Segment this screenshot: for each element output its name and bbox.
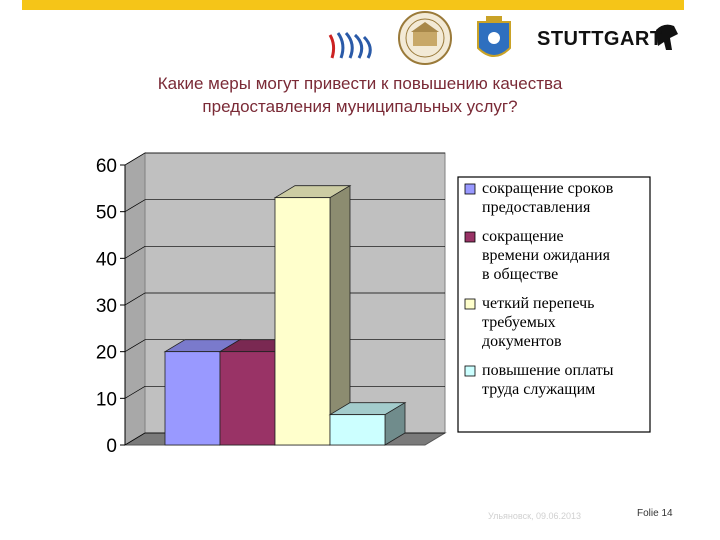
y-tick-label: 20	[96, 343, 117, 364]
legend-label: документов	[482, 333, 562, 350]
legend-swatch	[464, 365, 476, 377]
legend-label: в обществе	[482, 266, 558, 283]
legend-label: времени ожидания	[482, 247, 611, 264]
legend-label: сокращение	[482, 228, 564, 245]
y-tick-label: 30	[96, 296, 117, 317]
legend-swatch	[464, 298, 476, 310]
legend-label: требуемых	[482, 314, 556, 331]
y-tick-label: 50	[96, 203, 117, 224]
bar-front-face	[164, 351, 221, 446]
coat-of-arms-icon	[477, 16, 511, 57]
logo-strip: STUTTGART	[0, 0, 720, 70]
gridline	[124, 152, 445, 166]
legend-box	[457, 176, 651, 433]
academy-seal-icon	[398, 11, 452, 65]
wave-logo-icon	[328, 31, 372, 59]
legend-label: сокращение сроков	[482, 180, 614, 197]
legend-item: четкий перепечь требуемых документов	[464, 295, 594, 350]
legend: сокращение сроковпредоставлениясокращени…	[457, 176, 651, 433]
bar	[328, 401, 407, 446]
stuttgart-logo-text: STUTTGART	[537, 28, 663, 50]
top-accent-bar	[22, 0, 684, 10]
y-tick-label: 40	[96, 249, 117, 270]
legend-item: сокращение времени ожидания в обществе	[464, 228, 611, 283]
slide-title: Какие меры могут привести к повышению ка…	[60, 72, 660, 118]
legend-label: предоставления	[482, 199, 591, 216]
footer-date: Ульяновск, 09.06.2013	[488, 511, 582, 521]
legend-swatch	[464, 231, 476, 243]
logo-graphics	[328, 11, 678, 65]
bar-front-face	[219, 351, 276, 446]
horse-logo-icon	[656, 24, 678, 50]
legend-label: труда служащим	[482, 381, 595, 398]
title-line-1: Какие меры могут привести к повышению ка…	[157, 74, 563, 93]
bar-front-face	[329, 414, 386, 446]
bar	[273, 184, 352, 446]
page-number: Folie 14	[637, 508, 673, 519]
legend-label: четкий перепечь	[482, 295, 594, 312]
y-tick-label: 10	[96, 389, 117, 410]
y-tick-label: 60	[96, 156, 117, 177]
legend-item: сокращение сроков предоставления	[464, 180, 614, 216]
y-tick-label: 0	[106, 436, 117, 457]
legend-swatch	[464, 183, 476, 195]
bar-front-face	[274, 197, 331, 446]
legend-label: повышение оплаты	[482, 362, 614, 379]
title-line-2: предоставления муниципальных услуг?	[202, 97, 518, 116]
legend-item: повышение оплаты труда служащим	[464, 362, 614, 398]
